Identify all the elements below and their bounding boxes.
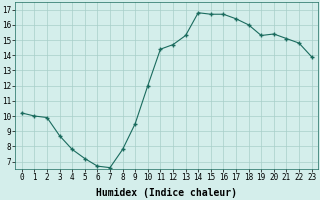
- X-axis label: Humidex (Indice chaleur): Humidex (Indice chaleur): [96, 188, 237, 198]
